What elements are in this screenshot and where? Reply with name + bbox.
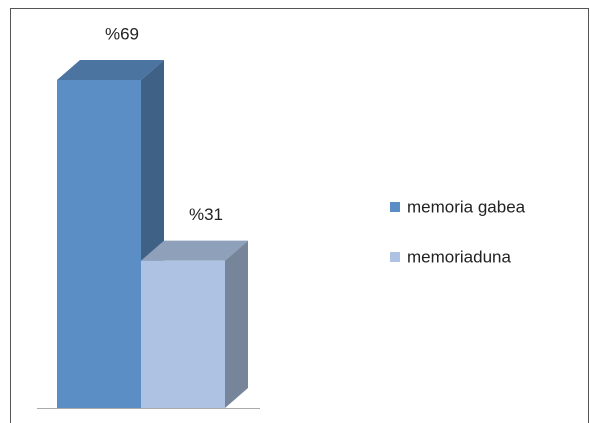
legend-swatch <box>390 202 400 212</box>
legend-swatch <box>390 252 400 262</box>
bar-top <box>141 240 248 261</box>
bar-top <box>57 60 164 80</box>
bar-side <box>225 240 248 408</box>
data-label: %31 <box>189 205 223 224</box>
legend-label: memoria gabea <box>407 197 526 216</box>
frame <box>10 8 589 423</box>
legend-label: memoriaduna <box>407 247 511 266</box>
data-label: %69 <box>105 24 139 43</box>
bar <box>57 80 141 408</box>
bar <box>141 260 225 408</box>
